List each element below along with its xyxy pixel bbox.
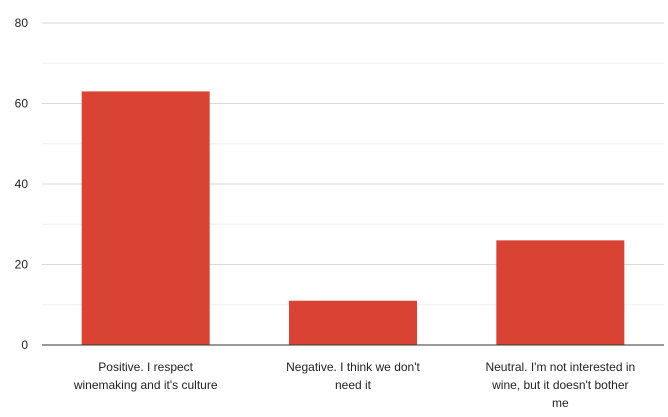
x-tick-label-line: me <box>552 396 569 410</box>
x-tick-label-line: wine, but it doesn't bother <box>491 378 628 392</box>
y-tick-label: 60 <box>15 97 29 111</box>
x-tick-label-line: Neutral. I'm not interested in <box>485 360 635 374</box>
y-tick-label: 20 <box>15 258 29 272</box>
labels-layer: 0 20 40 60 80 Positive. I respect winemaking a… <box>15 16 636 410</box>
x-tick-label: Neutral. I'm not interested in wine, but … <box>485 360 635 410</box>
y-tick-label: 40 <box>15 177 29 191</box>
bar <box>496 240 625 345</box>
bar <box>81 91 210 345</box>
x-tick-label: Positive. I respect winemaking and it's c… <box>73 360 218 392</box>
bar <box>289 300 417 345</box>
x-tick-label-line: Negative. I think we don't <box>286 360 420 374</box>
bars-layer <box>81 91 625 345</box>
y-tick-label: 0 <box>21 338 28 352</box>
x-tick-label: Negative. I think we don't need it <box>286 360 420 392</box>
x-tick-label-line: winemaking and it's culture <box>73 378 218 392</box>
x-tick-label-line: need it <box>335 378 372 392</box>
x-tick-label-line: Positive. I respect <box>98 360 193 374</box>
y-tick-label: 80 <box>15 16 29 30</box>
